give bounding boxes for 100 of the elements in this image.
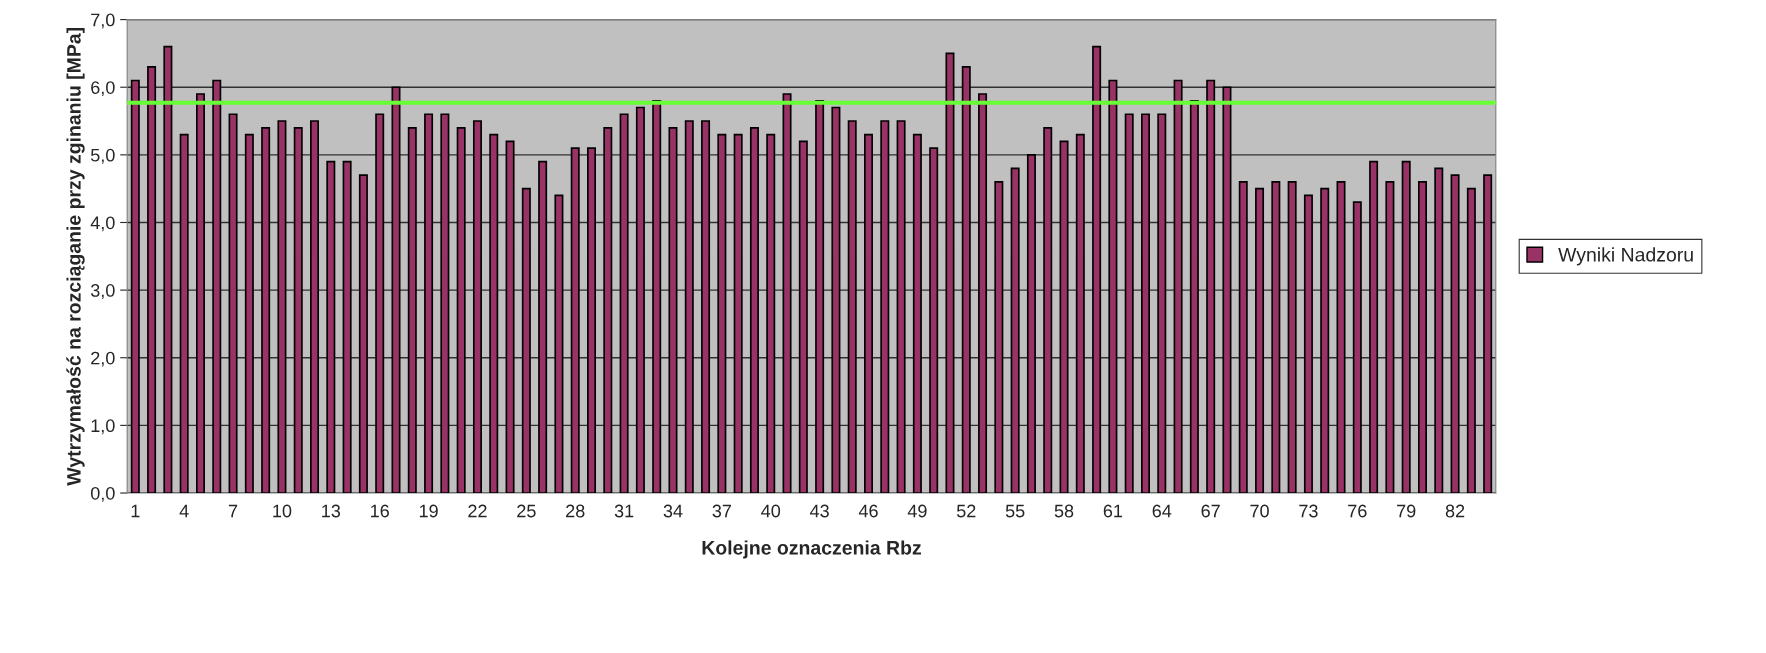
x-tick-label: 82 [1445,504,1465,518]
y-tick-label: 4,0 [90,216,115,232]
bar [684,120,694,494]
legend-label: Wyniki Nadzoru [1558,247,1693,266]
bar [1010,167,1020,494]
x-tick-label: 1 [131,504,140,518]
bar [961,66,971,494]
bar [994,181,1004,494]
x-tick-label: 58 [1054,504,1074,518]
bar [847,120,857,494]
x-tick-label: 46 [858,504,878,518]
x-tick-label: 7 [228,504,238,518]
x-tick-label: 61 [1103,504,1123,518]
bar [929,147,939,494]
bar [163,45,173,494]
x-tick-label: 31 [614,504,634,518]
bar [635,106,645,494]
bar [1124,113,1134,494]
bar [896,120,906,494]
bar [505,140,515,494]
bar [815,99,825,494]
bar [782,93,792,494]
bar [1189,99,1199,494]
bar [717,133,727,494]
bar [440,113,450,494]
bar [1401,160,1411,494]
bar [945,52,955,494]
bar [1369,160,1379,494]
x-tick-label: 73 [1299,504,1318,518]
x-tick-label: 34 [663,504,683,518]
bar [1206,79,1216,494]
bar [1417,181,1427,494]
bar [652,99,662,494]
x-tick-label: 40 [761,504,781,518]
bar [1271,181,1281,494]
bar [277,120,287,494]
bar [472,120,482,494]
bar [1352,201,1362,494]
bar [1450,174,1460,494]
bar [244,133,254,494]
bar [489,133,499,494]
bar [1075,133,1085,494]
bar [358,174,368,494]
x-tick-label: 37 [712,504,731,518]
bar [293,126,303,494]
bar [179,133,189,494]
bar [1222,86,1232,494]
bar [130,79,140,494]
x-tick-label: 52 [956,504,976,518]
x-tick-label: 16 [371,504,389,518]
x-axis-title: Kolejne oznaczenia Rbz [702,540,921,559]
bar [570,147,580,494]
bar [668,126,678,494]
bar [766,133,776,494]
bar [1287,181,1297,494]
bar [456,126,466,494]
bar [147,66,157,494]
x-tick-label: 28 [566,504,585,518]
y-tick-label: 5,0 [90,148,115,164]
y-tick-label: 0,0 [90,486,115,502]
bar [1108,79,1118,494]
bar [538,160,548,494]
bar [1238,181,1248,494]
x-tick-label: 43 [810,504,829,518]
bar [912,133,922,494]
x-tick-label: 70 [1250,504,1269,518]
bar [798,140,808,494]
bar [261,126,271,494]
x-tick-label: 19 [419,504,438,518]
x-tick-label: 4 [179,504,189,518]
bar [521,187,531,494]
bar [1059,140,1069,494]
bar [619,113,629,494]
bar [1157,113,1167,494]
bar [326,160,336,494]
bar [1140,113,1150,494]
x-tick-label: 22 [468,504,487,518]
bar [391,86,401,494]
x-tick-label: 49 [907,504,927,518]
bar [1483,174,1493,494]
y-tick-label: 2,0 [91,351,115,367]
bar [864,133,874,494]
bar [978,93,988,494]
bar [1466,187,1476,494]
bar [831,106,841,494]
bar [407,126,417,494]
bar [749,126,759,494]
bar [212,79,222,494]
bar [1173,79,1183,494]
bar [733,133,743,494]
bar [1303,194,1313,494]
bar [1336,181,1346,494]
x-tick-label: 10 [273,504,292,518]
x-tick-label: 79 [1397,504,1416,518]
bar [554,194,564,494]
bar [1026,154,1036,494]
x-tick-label: 25 [517,504,536,518]
y-tick-label: 1,0 [91,419,115,435]
bar [424,113,434,494]
x-tick-label: 64 [1152,504,1172,518]
